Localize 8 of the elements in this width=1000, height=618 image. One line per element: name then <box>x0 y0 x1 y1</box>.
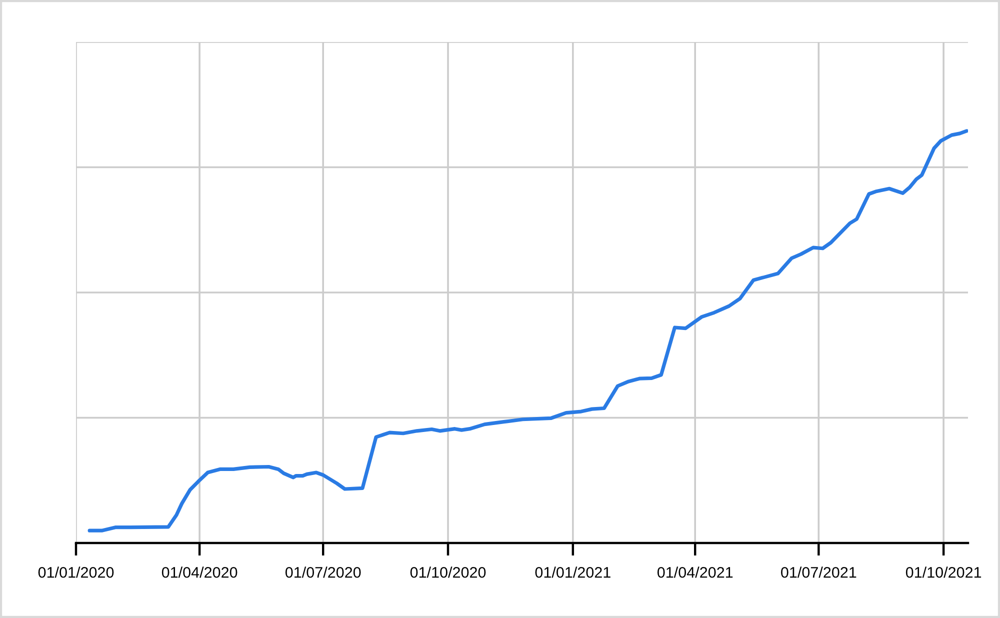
x-tick-label: 01/07/2020 <box>285 566 361 578</box>
x-tick-label: 01/10/2020 <box>410 566 486 578</box>
x-tick-label: 01/04/2021 <box>657 566 733 578</box>
x-tick-label: 01/01/2021 <box>535 566 610 578</box>
x-tick-label: 01/10/2021 <box>906 566 982 578</box>
x-tick-label: 01/04/2020 <box>162 566 238 578</box>
x-tick-label: 01/07/2021 <box>781 566 856 578</box>
x-tick-label: 01/01/2020 <box>38 566 114 578</box>
